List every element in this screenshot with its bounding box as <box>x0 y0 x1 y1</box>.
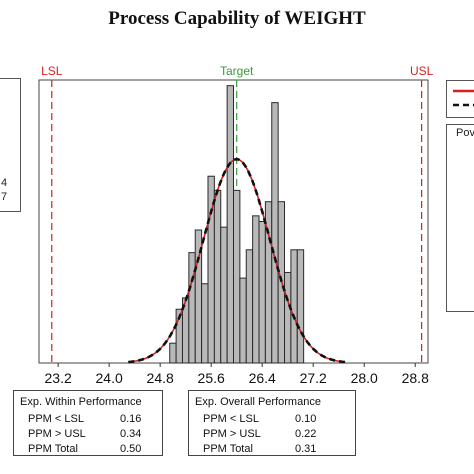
histogram-bar <box>290 249 298 364</box>
histogram-bar <box>252 215 260 364</box>
within-row-value: 0.34 <box>120 428 142 440</box>
histogram-bar <box>271 102 279 364</box>
legend-swatches <box>453 89 474 107</box>
usl-label: USL <box>410 64 434 78</box>
within-row: PPM > USL 0.34 <box>28 428 141 440</box>
overall-header: Exp. Overall Performance <box>195 396 321 408</box>
legend-box <box>446 80 474 118</box>
within-performance-box: Exp. Within Performance PPM < LSL 0.16 PP… <box>13 390 163 456</box>
histogram-bar <box>220 226 228 364</box>
x-tick-label: 25.6 <box>198 370 225 386</box>
histogram-bar <box>239 277 247 364</box>
overall-row-label: PPM > USL <box>203 428 261 440</box>
histogram-bars <box>169 85 305 364</box>
overall-row-value: 0.31 <box>295 443 317 455</box>
overall-row-value: 0.22 <box>295 428 317 440</box>
x-axis-ticks: 23.2 24.0 24.8 25.6 26.4 27.2 28.0 28.8 <box>45 363 429 386</box>
within-row-label: PPM > USL <box>28 428 86 440</box>
x-tick-label: 28.8 <box>402 370 429 386</box>
within-row: PPM Total 0.50 <box>28 443 141 455</box>
within-row-value: 0.50 <box>120 443 142 455</box>
histogram-bar <box>233 189 241 364</box>
overall-row: PPM < LSL 0.10 <box>203 413 316 425</box>
overall-row-label: PPM Total <box>203 443 253 455</box>
overall-row: PPM > USL 0.22 <box>203 428 316 440</box>
histogram-bar <box>284 271 292 364</box>
left-stat-2: 7 <box>1 191 8 203</box>
left-stat-1: 4 <box>1 177 8 189</box>
lsl-label: LSL <box>41 64 63 78</box>
within-row-label: PPM Total <box>28 443 78 455</box>
histogram-bar <box>258 221 266 364</box>
overall-row-value: 0.10 <box>295 413 317 425</box>
within-row-label: PPM < LSL <box>28 413 84 425</box>
within-header: Exp. Within Performance <box>20 396 142 408</box>
right-stats-panel: Pov <box>446 124 474 312</box>
x-tick-label: 26.4 <box>249 370 276 386</box>
x-tick-label: 24.8 <box>147 370 174 386</box>
overall-fit-curve <box>128 157 346 364</box>
x-tick-label: 24.0 <box>96 370 123 386</box>
histogram-bar <box>245 249 254 364</box>
target-label: Target <box>220 64 254 78</box>
overall-row-label: PPM < LSL <box>203 413 259 425</box>
right-stats-label: Pov <box>456 127 474 139</box>
chart-title: Process Capability of WEIGHT <box>108 8 366 29</box>
histogram-bar <box>296 249 305 364</box>
x-tick-label: 23.2 <box>45 370 72 386</box>
within-row: PPM < LSL 0.16 <box>28 413 141 425</box>
overall-row: PPM Total 0.31 <box>203 443 316 455</box>
within-row-value: 0.16 <box>120 413 142 425</box>
overall-performance-box: Exp. Overall Performance PPM < LSL 0.10 P… <box>188 390 356 456</box>
x-tick-label: 28.0 <box>351 370 378 386</box>
histogram-bar <box>226 85 235 364</box>
histogram-bar <box>213 189 222 364</box>
histogram-bar <box>169 342 177 364</box>
fit-curves <box>128 157 346 364</box>
left-stats-panel: 4 7 <box>0 78 21 212</box>
histogram-bar <box>201 283 209 364</box>
x-tick-label: 27.2 <box>300 370 327 386</box>
